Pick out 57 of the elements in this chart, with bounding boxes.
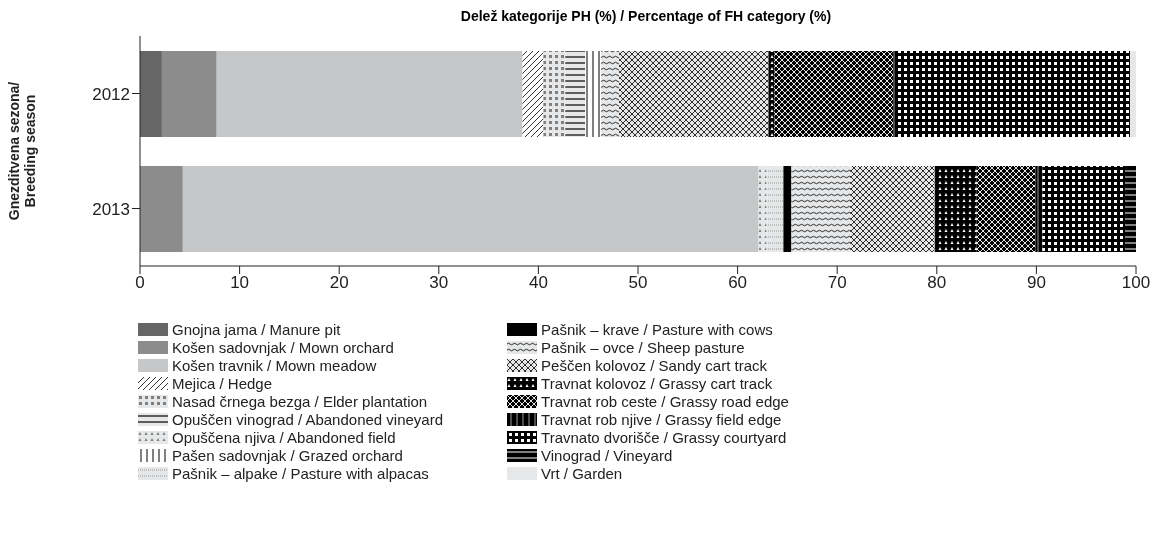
y-tick-label: 2013 xyxy=(92,199,130,219)
legend-label: Gnojna jama / Manure pit xyxy=(172,320,341,338)
bar xyxy=(619,51,769,137)
bar xyxy=(140,166,183,252)
legend-label: Pašen sadovnjak / Grazed orchard xyxy=(172,446,403,464)
legend-label: Travnato dvorišče / Grassy courtyard xyxy=(541,428,787,446)
x-tick-label: 80 xyxy=(927,273,947,293)
bar xyxy=(774,51,893,137)
legend-label: Nasad črnega bezga / Elder plantation xyxy=(172,392,428,410)
x-tick-label: 0 xyxy=(135,273,145,293)
bar xyxy=(934,166,977,252)
bar xyxy=(791,166,851,252)
bar xyxy=(585,51,602,137)
legend-label: Opuščena njiva / Abandoned field xyxy=(172,428,396,446)
bar xyxy=(140,51,162,137)
bar xyxy=(894,51,1131,137)
legend-label: Vrt / Garden xyxy=(541,464,623,482)
legend-label: Vinograd / Vineyard xyxy=(541,446,673,464)
legend-label: Pašnik – ovce / Sheep pasture xyxy=(541,338,745,356)
legend-label: Košen sadovnjak / Mown orchard xyxy=(172,338,394,356)
x-tick-label: 60 xyxy=(728,273,748,293)
legend-label: Travnat rob ceste / Grassy road edge xyxy=(541,392,789,410)
x-tick-label: 100 xyxy=(1121,273,1151,293)
legend-label: Travnat rob njive / Grassy field edge xyxy=(541,410,782,428)
x-tick-label: 40 xyxy=(528,273,548,293)
bar xyxy=(543,51,566,137)
bar xyxy=(565,51,586,137)
legend-label: Pašnik – alpake / Pasture with alpacas xyxy=(172,464,429,482)
bar xyxy=(1125,166,1136,252)
x-tick-label: 30 xyxy=(429,273,449,293)
bar xyxy=(783,166,792,252)
legend-label: Opuščen vinograd / Abandoned vineyard xyxy=(172,410,444,428)
bar xyxy=(976,166,1036,252)
bar xyxy=(216,51,523,137)
y-axis-title: Gnezditvena sezona/ Breeding season xyxy=(6,81,38,221)
x-tick-label: 70 xyxy=(827,273,847,293)
bar xyxy=(768,51,775,137)
y-tick-label: 2012 xyxy=(92,84,130,104)
x-tick-label: 90 xyxy=(1026,273,1046,293)
legend-label: Pašnik – krave / Pasture with cows xyxy=(541,320,773,338)
bar xyxy=(766,166,784,252)
legend-label: Mejica / Hedge xyxy=(172,374,273,392)
bar xyxy=(1042,166,1126,252)
bar xyxy=(850,166,935,252)
bar xyxy=(1130,51,1136,137)
legend-label: Peščen kolovoz / Sandy cart track xyxy=(541,356,767,374)
legend-label: Travnat kolovoz / Grassy cart track xyxy=(541,374,773,392)
bar xyxy=(522,51,544,137)
bar xyxy=(161,51,217,137)
x-tick-label: 20 xyxy=(329,273,349,293)
x-tick-label: 50 xyxy=(628,273,648,293)
chart-title: Delež kategorije PH (%) / Percentage of FH category (%) xyxy=(459,8,833,26)
bar xyxy=(601,51,620,137)
legend-label: Košen travnik / Mown meadow xyxy=(172,356,377,374)
bar xyxy=(182,166,759,252)
bar xyxy=(1035,166,1043,252)
x-tick-label: 10 xyxy=(230,273,250,293)
